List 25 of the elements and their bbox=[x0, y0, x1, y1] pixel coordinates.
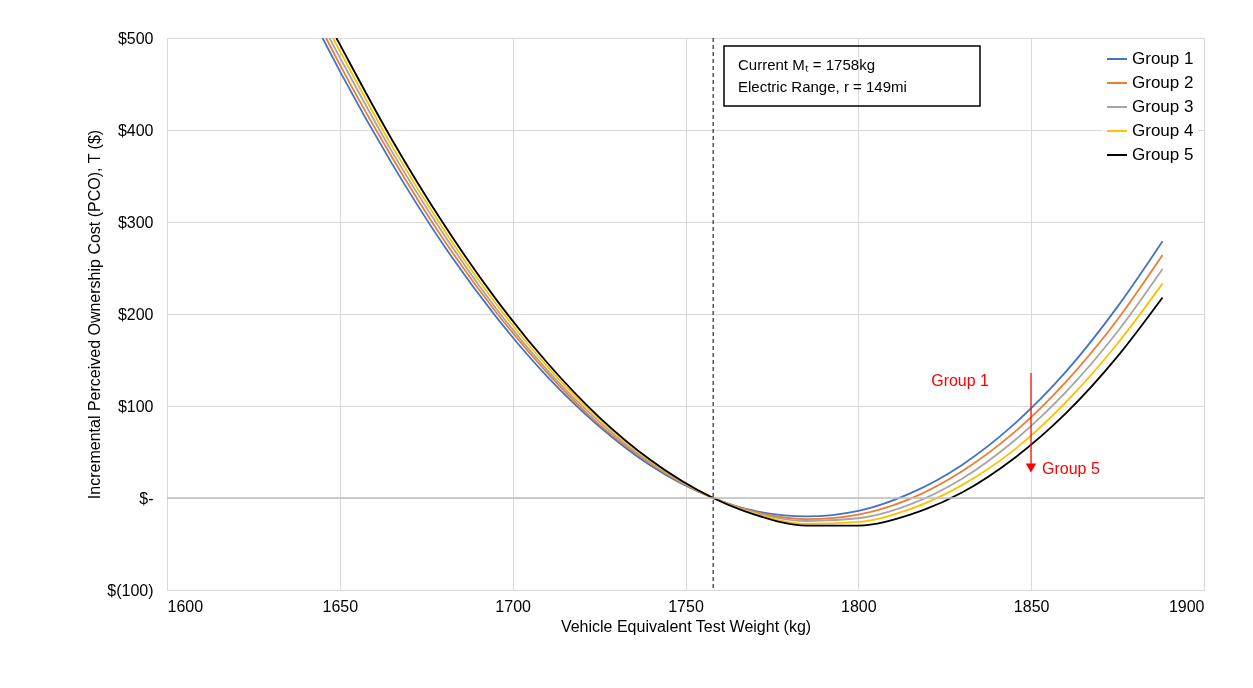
legend-label: Group 3 bbox=[1132, 97, 1194, 116]
legend-label: Group 4 bbox=[1132, 121, 1194, 140]
y-tick-label: $200 bbox=[117, 305, 154, 323]
legend-label: Group 5 bbox=[1132, 145, 1194, 164]
annotation: Current Mₜ = 1758kg bbox=[738, 56, 875, 73]
annotation: Group 1 bbox=[931, 372, 990, 389]
y-tick-label: $- bbox=[139, 489, 154, 507]
x-tick-label: 1900 bbox=[1168, 597, 1205, 615]
x-tick-label: 1700 bbox=[495, 597, 532, 615]
y-tick-label: $500 bbox=[117, 29, 154, 47]
x-tick-label: 1850 bbox=[1013, 597, 1050, 615]
annotation: Electric Range, r = 149mi bbox=[738, 78, 907, 95]
legend-label: Group 2 bbox=[1132, 73, 1194, 92]
y-axis-title: Incremental Perceived Ownership Cost (PCO), T ($) bbox=[86, 129, 104, 500]
x-tick-label: 1650 bbox=[322, 597, 359, 615]
x-tick-label: 1800 bbox=[841, 597, 877, 615]
legend-label: Group 1 bbox=[1132, 49, 1194, 68]
y-tick-label: $100 bbox=[117, 397, 154, 415]
y-tick-label: $(100) bbox=[107, 581, 154, 599]
y-tick-label: $400 bbox=[117, 121, 154, 139]
x-tick-label: 1750 bbox=[668, 597, 704, 615]
annotation: Group 5 bbox=[1042, 460, 1100, 477]
x-axis-title: Vehicle Equivalent Test Weight (kg) bbox=[560, 617, 812, 635]
y-tick-label: $300 bbox=[117, 213, 154, 231]
x-tick-label: 1600 bbox=[167, 597, 204, 615]
